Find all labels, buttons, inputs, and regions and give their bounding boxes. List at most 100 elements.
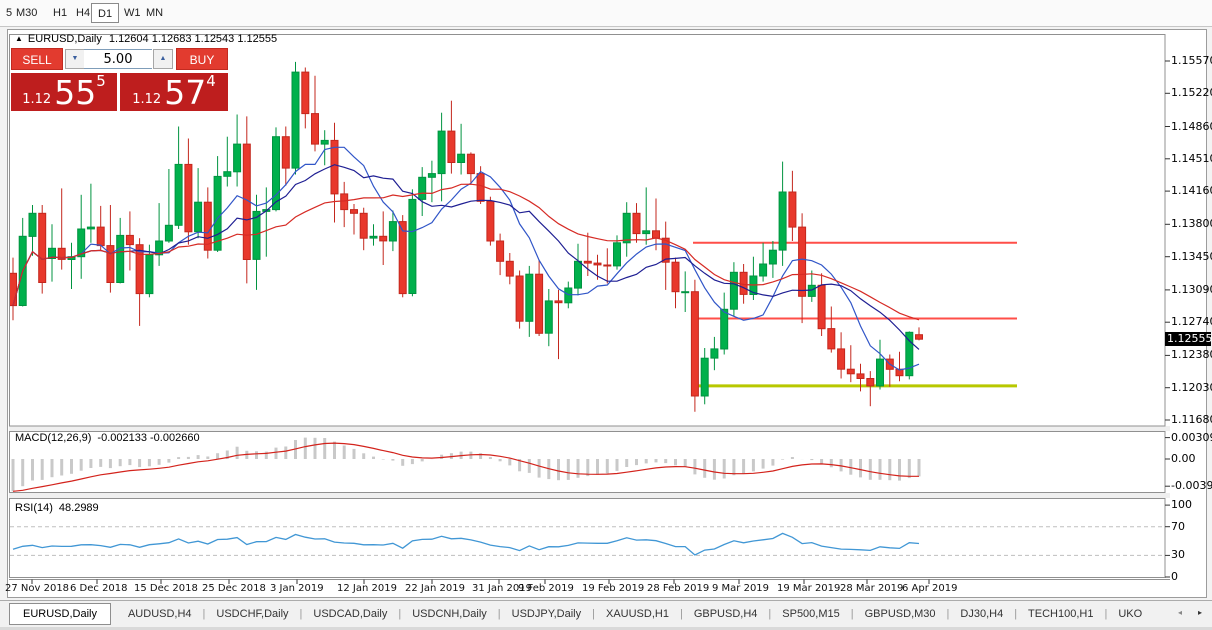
volume-input[interactable] <box>84 49 152 69</box>
rsi-value: 48.2989 <box>58 502 99 514</box>
tab-tech100-h1[interactable]: TECH100,H1 <box>1028 608 1094 620</box>
tab-gbpusd-h4[interactable]: GBPUSD,H4 <box>693 608 758 620</box>
tab-separator: | <box>202 608 206 620</box>
rsi-indicator-label: RSI(14) 48.2989 <box>15 502 99 514</box>
horizontal-level-lines[interactable] <box>693 241 1017 388</box>
tab-usdjpy-daily[interactable]: USDJPY,Daily <box>511 608 582 620</box>
tab-separator: | <box>1104 608 1108 620</box>
macd-values: -0.002133 -0.002660 <box>97 432 200 444</box>
tab-separator: | <box>398 608 402 620</box>
sell-price-prefix: 1.12 <box>22 92 52 107</box>
tab-usdchf-daily[interactable]: USDCHF,Daily <box>216 608 289 620</box>
date-tick-label: 27 Nov 2018 <box>5 583 70 594</box>
date-tick-label: 28 Feb 2019 <box>647 583 710 594</box>
chart-ohlc-values: 1.12604 1.12683 1.12543 1.12555 <box>108 33 278 45</box>
tab-audusd-h4[interactable]: AUDUSD,H4 <box>127 608 192 620</box>
tab-separator: | <box>497 608 501 620</box>
price-tick-label: 1.14860 <box>1171 119 1212 133</box>
sell-price-pip: 5 <box>96 72 106 90</box>
timeframe-button-h4[interactable]: H4 <box>76 7 91 19</box>
price-tick-label: 1.11680 <box>1171 413 1212 426</box>
macd-tick-label: 0.003095 <box>1171 430 1212 444</box>
macd-pane-border <box>9 431 1166 493</box>
timeframe-button-mn[interactable]: MN <box>146 7 164 19</box>
date-tick-label: 25 Dec 2018 <box>202 583 266 594</box>
tab-uko[interactable]: UKO <box>1118 608 1143 620</box>
ma-slow-line <box>12 183 920 321</box>
tab-separator: | <box>679 608 683 620</box>
tab-separator: | <box>1014 608 1018 620</box>
chart-plot-area[interactable] <box>9 34 1170 584</box>
tab-separator: | <box>768 608 772 620</box>
rsi-tick-label: 100 <box>1171 498 1192 512</box>
price-tick-label: 1.12740 <box>1171 315 1212 329</box>
tab-usdcad-daily[interactable]: USDCAD,Daily <box>313 608 388 620</box>
date-tick-label: 6 Apr 2019 <box>902 583 958 594</box>
tab-separator: | <box>946 608 950 620</box>
tab-usdcnh-daily[interactable]: USDCNH,Daily <box>412 608 487 620</box>
timeframe-button-5[interactable]: 5 <box>6 7 13 19</box>
timeframe-button-m30[interactable]: M30 <box>16 7 38 19</box>
tab-sp500-m15[interactable]: SP500,M15 <box>782 608 840 620</box>
buy-price-pip: 4 <box>206 72 216 90</box>
chart-header: ▲ EURUSD,Daily 1.12604 1.12683 1.12543 1.1… <box>15 33 277 45</box>
price-tick-label: 1.14510 <box>1171 151 1212 165</box>
macd-histogram <box>11 437 921 492</box>
macd-name: MACD(12,26,9) <box>15 432 92 444</box>
tab-separator: | <box>592 608 595 620</box>
price-tick-label: 1.15220 <box>1171 86 1212 100</box>
price-tick-label: 1.12380 <box>1171 348 1212 362</box>
rsi-pane-border <box>9 498 1166 578</box>
date-tick-label: 3 Jan 2019 <box>270 583 324 594</box>
buy-button[interactable]: BUY <box>176 48 228 70</box>
date-tick-label: 19 Mar 2019 <box>777 583 841 594</box>
rsi-tick-label: 70 <box>1171 519 1185 533</box>
buy-price-big: 57 <box>164 73 207 112</box>
date-tick-label: 19 Feb 2019 <box>582 583 645 594</box>
date-tick-label: 28 Mar 2019 <box>840 583 904 594</box>
volume-increase-button[interactable]: ▲ <box>153 49 173 69</box>
buy-price-display[interactable]: 1.12 57 4 <box>120 73 228 111</box>
date-tick-label: 6 Dec 2018 <box>70 583 128 594</box>
price-tick-label: 1.13450 <box>1171 249 1212 263</box>
tabs-scroll-left-icon[interactable]: ◂ <box>1177 608 1182 617</box>
sell-button[interactable]: SELL <box>11 48 63 70</box>
volume-decrease-button[interactable]: ▼ <box>65 49 85 69</box>
sell-price-display[interactable]: 1.12 55 5 <box>11 73 117 111</box>
one-click-trade-panel: SELL ▼ ▲ BUY 1.12 55 5 1.12 57 4 <box>11 48 228 111</box>
tab-dj30-h4[interactable]: DJ30,H4 <box>960 608 1004 620</box>
rsi-tick-label: 30 <box>1171 548 1185 562</box>
rsi-line <box>12 532 920 556</box>
tab-xauusd-h1[interactable]: XAUUSD,H1 <box>606 608 669 620</box>
tab-gbpusd-m30[interactable]: GBPUSD,M30 <box>864 608 936 620</box>
tab-eurusd-daily[interactable]: EURUSD,Daily <box>9 603 111 625</box>
chart-window: ▲ EURUSD,Daily 1.12604 1.12683 1.12543 1.1… <box>5 29 1212 598</box>
date-tick-label: 12 Jan 2019 <box>337 583 397 594</box>
timeframe-button-d1[interactable]: D1 <box>91 3 120 23</box>
price-tick-label: 1.15570 <box>1171 54 1212 67</box>
pane-separator[interactable] <box>9 426 1170 431</box>
date-tick-label: 22 Jan 2019 <box>405 583 465 594</box>
chart-tab-bar: EURUSD,Daily AUDUSD,H4 | USDCHF,Daily | USDCA… <box>0 600 1212 627</box>
macd-tick-label: -0.003947 <box>1171 479 1212 493</box>
date-tick-label: 31 Jan 2019 <box>472 583 532 594</box>
main-pane-border <box>9 34 1166 427</box>
candlestick-series <box>10 61 923 412</box>
timeframe-button-w1[interactable]: W1 <box>124 7 141 19</box>
price-tick-label: 1.13800 <box>1171 217 1212 231</box>
chart-symbol-label: EURUSD,Daily <box>27 33 102 45</box>
tabs-scroll-right-icon[interactable]: ▸ <box>1197 608 1202 617</box>
timeframe-button-h1[interactable]: H1 <box>53 7 68 19</box>
sell-price-big: 55 <box>54 73 97 112</box>
collapse-triangle-icon[interactable]: ▲ <box>15 34 23 43</box>
date-tick-label: 9 Feb 2019 <box>518 583 574 594</box>
buy-price-prefix: 1.12 <box>132 92 162 107</box>
tab-separator: | <box>850 608 854 620</box>
date-tick-label: 9 Mar 2019 <box>712 583 770 594</box>
pane-separator[interactable] <box>9 493 1170 498</box>
price-tick-label: 1.14160 <box>1171 184 1212 198</box>
status-strip <box>0 627 1212 630</box>
macd-indicator-label: MACD(12,26,9) -0.002133 -0.002660 <box>15 432 200 444</box>
spinner-up-icon: ▲ <box>159 55 167 62</box>
